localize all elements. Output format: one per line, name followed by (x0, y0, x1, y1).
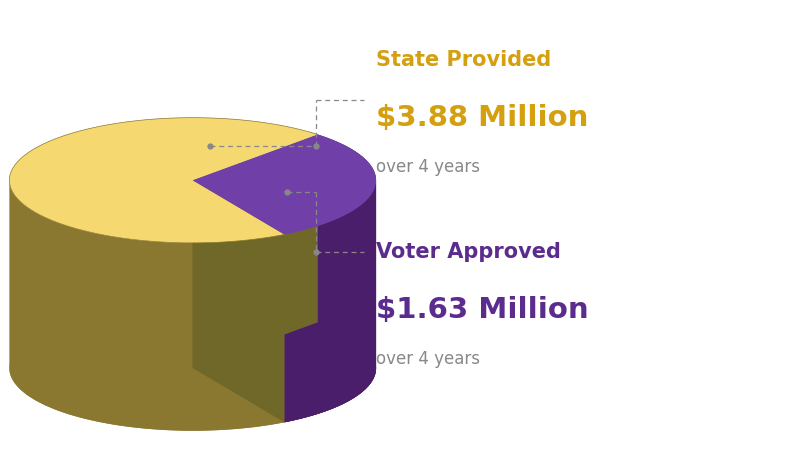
Polygon shape (193, 368, 376, 423)
Polygon shape (318, 135, 376, 368)
Text: State Provided: State Provided (376, 50, 551, 70)
Text: $1.63 Million: $1.63 Million (376, 296, 589, 324)
Polygon shape (193, 135, 376, 234)
Text: over 4 years: over 4 years (376, 350, 480, 368)
Polygon shape (193, 322, 376, 368)
Ellipse shape (10, 306, 376, 431)
Polygon shape (285, 180, 376, 423)
Polygon shape (193, 322, 376, 423)
Polygon shape (193, 180, 285, 423)
Polygon shape (10, 117, 318, 243)
Text: over 4 years: over 4 years (376, 158, 480, 176)
Text: $3.88 Million: $3.88 Million (376, 104, 589, 132)
Polygon shape (193, 135, 318, 368)
Text: Voter Approved: Voter Approved (376, 242, 561, 262)
Polygon shape (10, 180, 285, 431)
